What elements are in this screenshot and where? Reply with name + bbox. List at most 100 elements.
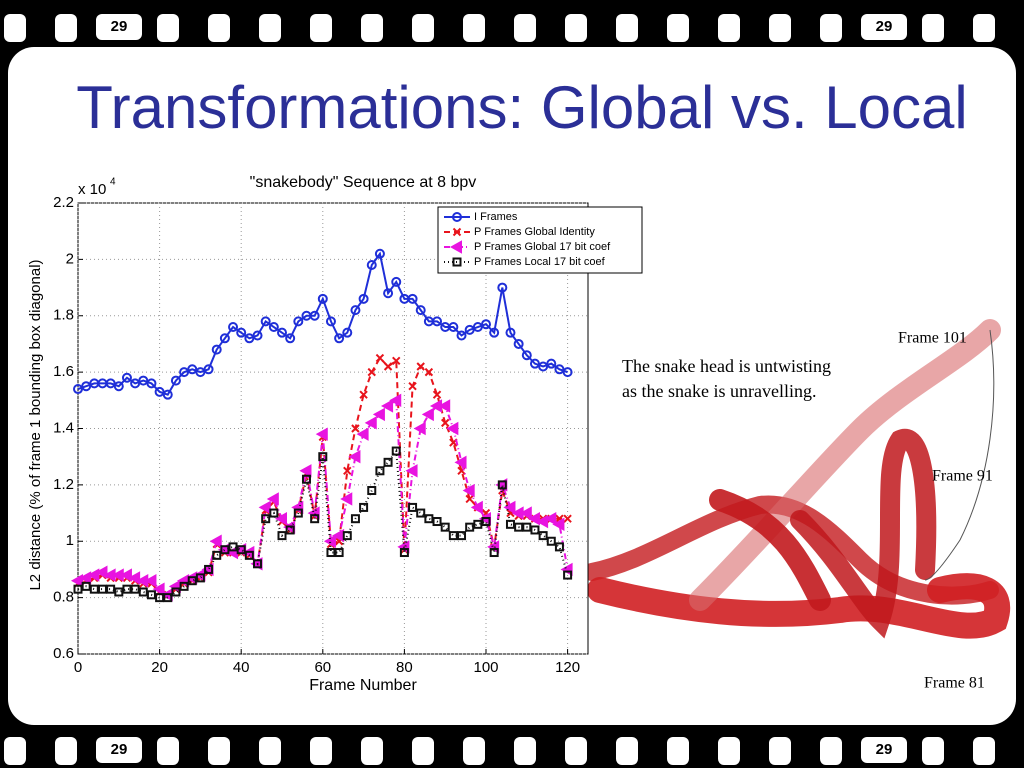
y-multiplier-exponent: 4 xyxy=(110,177,116,188)
marker xyxy=(383,288,394,299)
film-hole xyxy=(769,14,791,42)
frame-label: Frame 81 xyxy=(924,675,985,692)
marker xyxy=(269,508,279,518)
marker xyxy=(457,531,467,541)
film-hole xyxy=(4,14,26,42)
y-tick-label: 2 xyxy=(66,250,74,267)
marker xyxy=(138,587,148,597)
marker xyxy=(416,508,426,518)
y-tick-label: 1.6 xyxy=(53,363,74,380)
marker xyxy=(563,570,573,580)
marker xyxy=(563,514,572,523)
marker xyxy=(424,514,434,524)
series-line xyxy=(77,448,569,599)
frame-label: Frame 91 xyxy=(932,468,993,485)
marker xyxy=(163,593,173,603)
marker xyxy=(481,319,491,330)
marker xyxy=(348,449,361,464)
legend-marker xyxy=(452,212,462,222)
marker xyxy=(562,367,573,378)
marker xyxy=(448,322,459,333)
marker xyxy=(204,564,214,574)
marker xyxy=(432,390,442,399)
marker xyxy=(187,364,198,375)
marker xyxy=(440,522,450,532)
series-line xyxy=(77,251,568,396)
y-tick-label: 2.2 xyxy=(53,194,74,211)
chart: 0.6 0.8 1 1.2 1.4 1.6 1.8 2 2.2 0 20 40 60 80 100 120 "s… xyxy=(27,174,643,694)
marker xyxy=(544,512,557,526)
y-tick-label: 1 xyxy=(66,532,74,549)
x-tick-label: 20 xyxy=(151,659,168,676)
marker xyxy=(179,367,190,378)
marker xyxy=(334,548,344,558)
caption-line: as the snake is unravelling. xyxy=(622,381,816,401)
marker xyxy=(122,584,132,594)
film-hole xyxy=(463,14,485,42)
marker xyxy=(546,536,556,546)
marker xyxy=(454,455,467,470)
marker xyxy=(285,333,296,344)
marker xyxy=(195,367,206,378)
marker xyxy=(244,550,254,560)
marker xyxy=(81,381,92,392)
marker xyxy=(546,358,557,369)
marker xyxy=(130,584,140,594)
film-hole xyxy=(820,14,842,42)
marker xyxy=(464,324,475,335)
film-hole xyxy=(157,737,179,765)
film-hole xyxy=(973,14,995,42)
marker xyxy=(470,500,483,515)
marker xyxy=(383,362,393,371)
marker xyxy=(81,581,91,591)
x-tick-label: 0 xyxy=(74,659,82,676)
marker xyxy=(350,514,360,524)
marker xyxy=(465,494,474,504)
marker xyxy=(73,584,83,594)
marker xyxy=(342,531,352,541)
legend-marker xyxy=(452,227,462,237)
marker xyxy=(521,350,532,361)
marker xyxy=(343,466,352,475)
marker xyxy=(293,316,304,327)
marker xyxy=(432,517,442,527)
film-hole xyxy=(922,14,944,42)
film-hole xyxy=(616,14,638,42)
legend-label: P Frames Local 17 bit coef xyxy=(474,256,606,268)
film-hole xyxy=(412,14,434,42)
legend-box xyxy=(437,206,643,274)
marker xyxy=(413,421,426,436)
marker xyxy=(179,581,189,591)
marker xyxy=(266,492,279,506)
film-hole xyxy=(667,737,689,765)
marker xyxy=(503,500,516,515)
marker xyxy=(138,375,149,386)
marker xyxy=(367,486,377,496)
marker xyxy=(554,364,565,375)
marker xyxy=(170,375,181,386)
marker xyxy=(472,322,483,333)
marker xyxy=(554,542,564,552)
x-tick-label: 60 xyxy=(314,659,331,676)
marker xyxy=(497,480,507,490)
page-number: 29 xyxy=(111,18,128,35)
marker xyxy=(408,502,418,512)
marker xyxy=(236,545,246,555)
film-hole xyxy=(973,737,995,765)
marker xyxy=(342,327,353,338)
y-tick-label: 0.8 xyxy=(53,589,74,606)
y-tick-label: 1.2 xyxy=(53,476,74,493)
x-tick-label: 40 xyxy=(233,659,250,676)
film-hole xyxy=(361,737,383,765)
film-holes: 29 29 29 29 xyxy=(4,14,995,765)
marker xyxy=(146,590,156,600)
film-hole xyxy=(565,14,587,42)
marker xyxy=(228,542,238,552)
y-multiplier: x 10 xyxy=(78,181,106,198)
marker xyxy=(552,517,565,532)
marker xyxy=(277,531,287,541)
marker xyxy=(340,492,353,506)
marker xyxy=(268,322,279,333)
marker xyxy=(364,416,377,430)
marker xyxy=(389,393,402,408)
